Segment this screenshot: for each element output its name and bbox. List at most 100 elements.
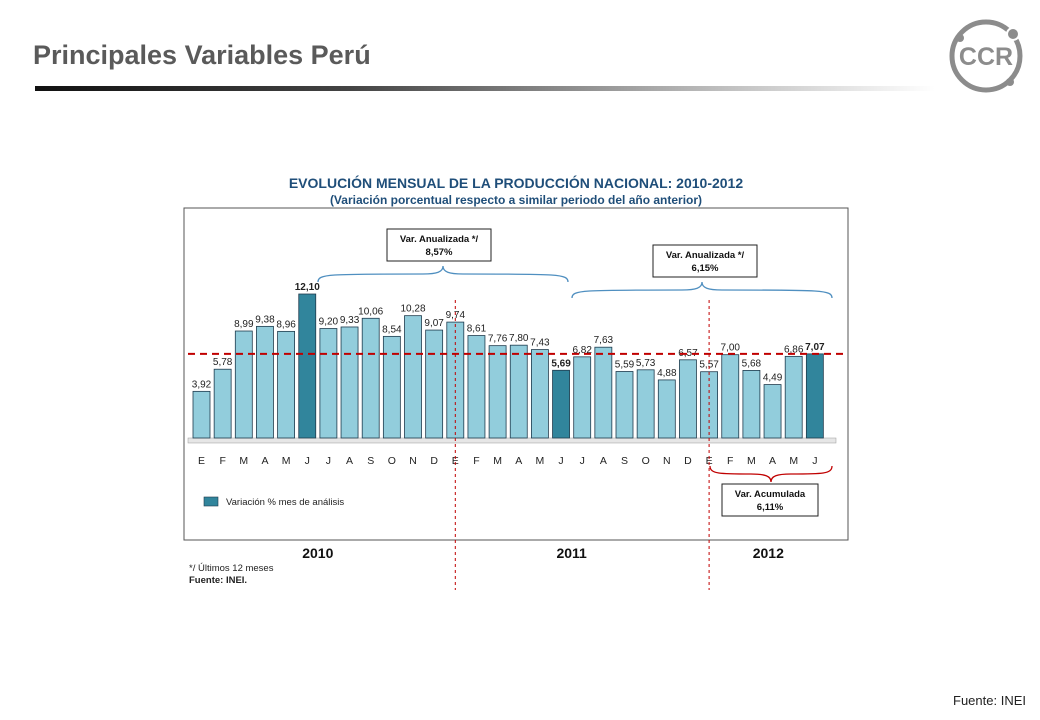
bar-value-label: 6,82 bbox=[572, 345, 592, 356]
bar-value-label: 9,33 bbox=[340, 315, 360, 326]
bar bbox=[679, 359, 697, 439]
bar-value-label: 6,57 bbox=[678, 348, 698, 359]
bar-value-label: 12,10 bbox=[295, 282, 320, 293]
bar-value-label: 5,68 bbox=[742, 358, 762, 369]
bar-value-label: 8,99 bbox=[234, 319, 254, 330]
bar-value-label: 7,43 bbox=[530, 338, 550, 349]
bar bbox=[213, 368, 232, 439]
bar bbox=[277, 330, 296, 439]
x-tick-label: N bbox=[663, 455, 671, 467]
x-tick-label: F bbox=[727, 455, 733, 467]
bar bbox=[425, 329, 444, 439]
legend-swatch bbox=[203, 496, 219, 507]
bar-value-label: 9,07 bbox=[424, 318, 444, 329]
annualized-brace-2010 bbox=[317, 265, 569, 283]
bar-value-label: 7,80 bbox=[509, 333, 529, 344]
x-tick-label: O bbox=[388, 455, 396, 467]
bar bbox=[742, 370, 761, 439]
x-tick-label: M bbox=[239, 455, 248, 467]
annotation-2012 bbox=[721, 483, 819, 517]
x-tick-label: M bbox=[282, 455, 291, 467]
annualized-brace-2011 bbox=[571, 281, 833, 299]
bar-value-label: 10,28 bbox=[400, 304, 425, 315]
bar bbox=[234, 330, 253, 439]
bar bbox=[784, 355, 803, 439]
x-tick-label: E bbox=[198, 455, 205, 467]
bar-value-label: 8,61 bbox=[467, 324, 487, 335]
bar bbox=[721, 354, 740, 439]
x-tick-label: J bbox=[305, 455, 310, 467]
bar bbox=[552, 369, 570, 439]
bar-value-label: 8,54 bbox=[382, 324, 402, 335]
x-tick-label: J bbox=[326, 455, 331, 467]
bar bbox=[192, 390, 211, 439]
bar bbox=[594, 346, 613, 439]
bar-value-label: 4,49 bbox=[763, 373, 783, 384]
bar bbox=[573, 356, 592, 439]
x-tick-label: F bbox=[473, 455, 479, 467]
bar-value-label: 10,06 bbox=[358, 306, 383, 317]
x-tick-label: N bbox=[409, 455, 417, 467]
annotation-2011 bbox=[652, 244, 758, 278]
x-tick-label: F bbox=[219, 455, 225, 467]
bar bbox=[319, 328, 338, 439]
chart-source-note: Fuente: INEI. bbox=[189, 575, 248, 586]
bar-value-label: 6,86 bbox=[784, 344, 804, 355]
ccr-logo: CCR bbox=[949, 19, 1023, 93]
x-tick-label: A bbox=[515, 455, 522, 467]
bar-value-label: 7,63 bbox=[594, 335, 614, 346]
bar-value-label: 7,07 bbox=[805, 342, 825, 353]
bar-value-label: 4,88 bbox=[657, 368, 677, 379]
annotation-2011-label: Var. Anualizada */ bbox=[666, 250, 745, 261]
x-tick-label: J bbox=[558, 455, 563, 467]
bar bbox=[657, 379, 676, 439]
annotation-2010-value: 8,57% bbox=[426, 247, 453, 258]
x-tick-label: E bbox=[452, 455, 459, 467]
bar bbox=[763, 384, 782, 439]
x-tick-label: O bbox=[642, 455, 650, 467]
bar bbox=[361, 317, 380, 439]
x-tick-label: D bbox=[684, 455, 692, 467]
x-tick-label: M bbox=[536, 455, 545, 467]
bar bbox=[256, 325, 274, 439]
bar-value-label: 7,00 bbox=[721, 343, 741, 354]
footer-source: Fuente: INEI bbox=[953, 693, 1026, 708]
x-tick-label: J bbox=[812, 455, 817, 467]
chart-subtitle: (Variación porcentual respecto a similar… bbox=[329, 193, 703, 207]
bar-value-label: 7,76 bbox=[488, 334, 508, 345]
x-tick-label: M bbox=[493, 455, 502, 467]
title-underline bbox=[35, 86, 935, 91]
bar bbox=[298, 293, 317, 439]
x-tick-label: A bbox=[600, 455, 607, 467]
page-title: Principales Variables Perú bbox=[33, 40, 371, 70]
bar-value-label: 5,59 bbox=[615, 359, 635, 370]
annotation-2010-label: Var. Anualizada */ bbox=[400, 234, 479, 245]
accumulated-brace-2012 bbox=[709, 465, 833, 483]
year-label: 2010 bbox=[302, 545, 333, 561]
x-tick-label: S bbox=[621, 455, 628, 467]
chart-title: EVOLUCIÓN MENSUAL DE LA PRODUCCIÓN NACIO… bbox=[288, 175, 744, 191]
x-tick-label: A bbox=[346, 455, 353, 467]
x-axis-band bbox=[187, 437, 837, 444]
bar-value-label: 9,74 bbox=[446, 310, 466, 321]
annotation-2012-value: 6,11% bbox=[757, 502, 784, 513]
x-tick-label: M bbox=[789, 455, 798, 467]
bar bbox=[509, 344, 528, 439]
bar bbox=[382, 335, 401, 439]
year-label: 2012 bbox=[753, 545, 784, 561]
bar bbox=[340, 326, 359, 439]
logo-text: CCR bbox=[959, 43, 1013, 71]
annotation-2011-value: 6,15% bbox=[692, 263, 719, 274]
legend-label: Variación % mes de análisis bbox=[226, 497, 344, 508]
x-tick-label: A bbox=[261, 455, 268, 467]
annotation-2010 bbox=[386, 228, 492, 262]
year-label: 2011 bbox=[556, 545, 587, 561]
bar bbox=[531, 349, 549, 439]
bar bbox=[488, 345, 507, 439]
x-tick-label: A bbox=[769, 455, 776, 467]
bar-value-label: 9,20 bbox=[319, 317, 339, 328]
bar bbox=[404, 315, 422, 439]
x-tick-label: E bbox=[706, 455, 713, 467]
bar-value-label: 8,96 bbox=[276, 319, 296, 330]
